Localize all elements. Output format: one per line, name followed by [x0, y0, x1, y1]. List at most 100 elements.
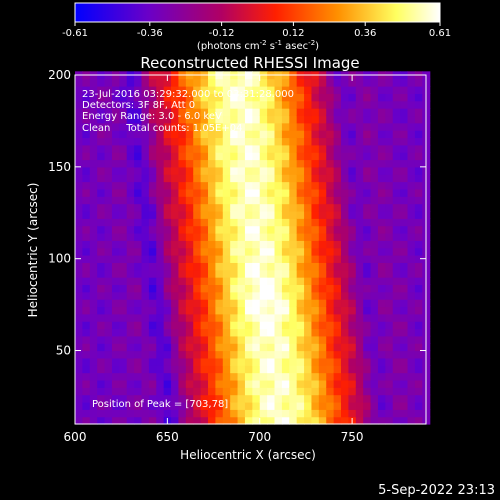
- heatmap-cell: [178, 291, 187, 300]
- heatmap-cell: [392, 100, 401, 109]
- heatmap-cell: [111, 321, 120, 330]
- heatmap-cell: [289, 372, 298, 381]
- heatmap-cell: [244, 152, 253, 161]
- heatmap-cell: [237, 335, 246, 344]
- heatmap-cell: [141, 277, 150, 285]
- heatmap-cell: [267, 78, 276, 87]
- heatmap-cell: [119, 218, 128, 227]
- heatmap-cell: [237, 299, 246, 308]
- heatmap-cell: [193, 343, 202, 352]
- heatmap-cell: [363, 313, 372, 322]
- heatmap-cell: [326, 218, 335, 227]
- heatmap-cell: [304, 137, 313, 146]
- heatmap-cell: [414, 401, 423, 410]
- heatmap-cell: [296, 335, 305, 344]
- heatmap-cell: [341, 130, 350, 139]
- heatmap-cell: [208, 401, 216, 410]
- heatmap-cell: [148, 313, 157, 322]
- heatmap-cell: [178, 350, 187, 359]
- heatmap-cell: [141, 86, 150, 94]
- heatmap-cell: [252, 350, 261, 359]
- heatmap-cell: [163, 372, 172, 381]
- heatmap-cell: [252, 343, 261, 352]
- heatmap-cell: [341, 86, 350, 94]
- heatmap-cell: [163, 218, 172, 227]
- heatmap-cell: [111, 166, 120, 175]
- heatmap-cell: [171, 108, 180, 117]
- heatmap-cell: [222, 188, 231, 197]
- peak-position-label: Position of Peak = [703,78]: [92, 399, 228, 410]
- heatmap-cell: [296, 218, 305, 227]
- heatmap-cell: [304, 86, 313, 94]
- heatmap-cell: [267, 401, 276, 410]
- heatmap-cell: [185, 247, 194, 256]
- heatmap-cell: [148, 379, 157, 388]
- heatmap-cell: [237, 115, 246, 124]
- heatmap-cell: [171, 130, 180, 139]
- heatmap-cell: [185, 372, 194, 381]
- x-tick-label: 650: [156, 430, 179, 444]
- heatmap-cell: [348, 269, 357, 278]
- heatmap-cell: [318, 232, 327, 241]
- heatmap-cell: [392, 232, 401, 241]
- heatmap-cell: [407, 357, 416, 366]
- heatmap-cell: [208, 166, 216, 175]
- heatmap-cell: [237, 394, 246, 403]
- heatmap-cell: [178, 372, 187, 381]
- heatmap-cell: [348, 372, 357, 381]
- heatmap-cell: [185, 166, 194, 175]
- heatmap-cell: [267, 365, 276, 374]
- heatmap-cell: [141, 203, 150, 212]
- heatmap-cell: [141, 188, 150, 197]
- heatmap-cell: [348, 196, 357, 205]
- heatmap-cell: [104, 210, 113, 219]
- heatmap-cell: [237, 379, 246, 388]
- heatmap-cell: [148, 291, 157, 300]
- heatmap-cell: [318, 379, 327, 388]
- heatmap-cell: [134, 387, 143, 396]
- heatmap-cell: [104, 196, 113, 205]
- heatmap-cell: [200, 108, 209, 117]
- heatmap-cell: [111, 210, 120, 219]
- heatmap-cell: [171, 196, 180, 205]
- heatmap-cell: [333, 255, 342, 263]
- heatmap-cell: [355, 152, 364, 161]
- heatmap-cell: [178, 284, 187, 293]
- heatmap-cell: [119, 181, 128, 190]
- heatmap-cell: [311, 108, 320, 117]
- heatmap-cell: [414, 394, 423, 403]
- y-tick-label: 200: [48, 68, 71, 82]
- heatmap-cell: [244, 387, 253, 396]
- heatmap-cell: [363, 174, 372, 183]
- heatmap-cell: [163, 225, 172, 234]
- heatmap-cell: [119, 313, 128, 322]
- heatmap-cell: [222, 401, 231, 410]
- heatmap-cell: [318, 255, 327, 263]
- heatmap-cell: [370, 144, 379, 153]
- heatmap-cell: [333, 108, 342, 117]
- heatmap-cell: [274, 409, 283, 418]
- heatmap-cell: [97, 166, 106, 175]
- heatmap-cell: [237, 321, 246, 330]
- heatmap-cell: [171, 218, 180, 227]
- heatmap-cell: [267, 262, 276, 271]
- heatmap-cell: [267, 313, 276, 322]
- heatmap-cell: [274, 269, 283, 278]
- heatmap-cell: [304, 93, 313, 102]
- heatmap-cell: [148, 372, 157, 381]
- heatmap-cell: [252, 357, 261, 366]
- heatmap-cell: [326, 137, 335, 146]
- heatmap-cell: [400, 232, 409, 241]
- heatmap-cell: [185, 277, 194, 285]
- heatmap-cell: [326, 100, 335, 109]
- heatmap-cell: [414, 335, 423, 344]
- heatmap-cell: [222, 137, 231, 146]
- heatmap-cell: [289, 350, 298, 359]
- heatmap-cell: [400, 210, 409, 219]
- colorbar-tick-label: 0.36: [354, 28, 376, 39]
- heatmap-cell: [230, 86, 239, 94]
- heatmap-cell: [237, 306, 246, 315]
- heatmap-cell: [259, 174, 268, 183]
- heatmap-cell: [318, 203, 327, 212]
- heatmap-cell: [104, 240, 113, 249]
